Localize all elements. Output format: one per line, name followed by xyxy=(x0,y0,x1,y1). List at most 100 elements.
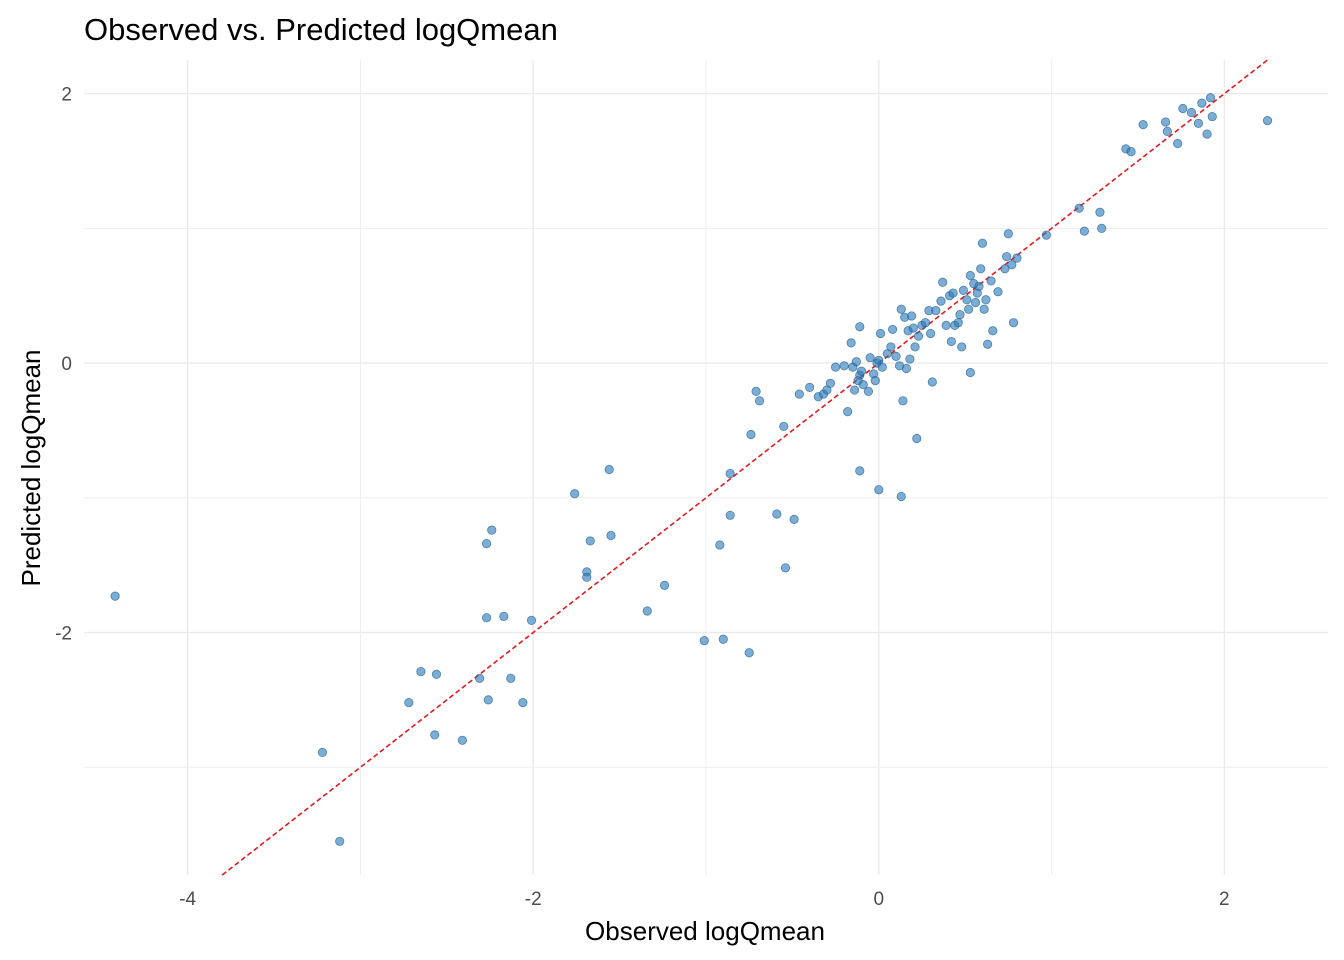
data-point xyxy=(526,615,537,625)
data-point xyxy=(926,328,936,339)
data-point xyxy=(430,730,440,740)
data-point xyxy=(825,378,836,388)
data-point xyxy=(849,385,860,395)
data-point xyxy=(744,648,754,658)
data-point xyxy=(1097,223,1107,233)
data-point xyxy=(1197,98,1207,108)
data-point xyxy=(965,270,975,281)
data-point xyxy=(779,421,789,432)
data-point xyxy=(907,311,917,321)
data-point xyxy=(570,489,580,499)
data-point xyxy=(870,376,880,386)
data-point xyxy=(931,305,941,316)
data-point xyxy=(718,634,728,644)
x-tick-label: 0 xyxy=(873,889,884,910)
data-point xyxy=(317,747,328,758)
data-point xyxy=(970,297,981,308)
data-point xyxy=(896,491,906,502)
identity-reference-line xyxy=(221,59,1269,876)
data-point xyxy=(948,288,958,298)
data-point xyxy=(1008,318,1019,328)
data-point xyxy=(404,697,414,708)
data-point xyxy=(965,367,975,378)
data-point xyxy=(1002,252,1012,262)
data-point xyxy=(886,342,896,352)
data-point xyxy=(981,295,991,305)
points-group xyxy=(110,93,1273,846)
data-point xyxy=(699,636,709,646)
data-point xyxy=(988,326,998,336)
data-point xyxy=(1003,229,1013,239)
data-point xyxy=(938,277,948,287)
data-point xyxy=(875,328,886,339)
data-point xyxy=(901,363,912,374)
x-tick-labels: -4 -2 0 2 xyxy=(179,889,1229,910)
data-point xyxy=(858,380,868,390)
reference-line-group xyxy=(221,59,1269,876)
data-point xyxy=(772,509,782,519)
data-point xyxy=(1007,260,1017,270)
data-point xyxy=(483,695,493,705)
data-point xyxy=(958,285,969,295)
data-point xyxy=(977,238,988,248)
data-point xyxy=(751,386,761,396)
data-point xyxy=(1205,93,1216,103)
data-point xyxy=(1160,117,1171,127)
data-point xyxy=(754,396,765,406)
data-point xyxy=(962,295,972,305)
data-point xyxy=(843,406,853,417)
data-point xyxy=(974,281,984,291)
data-point xyxy=(1162,126,1172,136)
data-point xyxy=(839,361,849,371)
data-point xyxy=(846,338,856,348)
data-point xyxy=(910,342,920,352)
y-axis-title: Predicted logQmean xyxy=(16,349,46,586)
data-point xyxy=(936,296,946,306)
data-point xyxy=(865,353,875,363)
data-point xyxy=(856,366,867,376)
data-point xyxy=(416,666,426,677)
x-axis-title: Observed logQmean xyxy=(585,916,825,946)
data-point xyxy=(955,310,965,320)
data-point xyxy=(953,318,963,328)
data-point xyxy=(898,396,908,406)
data-point xyxy=(913,331,924,341)
data-point xyxy=(335,836,345,846)
data-point xyxy=(1074,203,1084,213)
x-tick-label: -2 xyxy=(525,889,542,910)
data-point xyxy=(1173,138,1183,149)
data-point xyxy=(585,536,595,546)
data-point xyxy=(1041,230,1051,240)
data-point xyxy=(896,304,906,314)
data-point xyxy=(905,354,915,364)
data-point xyxy=(715,540,725,550)
data-point xyxy=(431,669,442,679)
data-point xyxy=(964,304,974,314)
data-point xyxy=(499,611,509,621)
y-tick-labels: -2 0 2 xyxy=(55,85,72,645)
data-point xyxy=(1202,129,1212,139)
data-point xyxy=(1079,226,1089,236)
data-point xyxy=(946,336,956,347)
data-point xyxy=(908,323,918,333)
data-point xyxy=(481,539,492,549)
data-point xyxy=(851,357,861,367)
data-point xyxy=(941,320,951,330)
data-point xyxy=(983,339,993,349)
data-point xyxy=(725,510,735,520)
data-point xyxy=(830,362,841,372)
chart-title: Observed vs. Predicted logQmean xyxy=(84,12,558,47)
data-point xyxy=(457,735,467,745)
data-point xyxy=(780,563,791,573)
data-point xyxy=(1000,264,1010,274)
data-point xyxy=(725,468,735,479)
data-point xyxy=(957,342,967,352)
data-point xyxy=(1095,207,1105,217)
data-point xyxy=(481,613,492,623)
data-point xyxy=(874,485,884,495)
x-tick-label: 2 xyxy=(1219,889,1230,910)
data-point xyxy=(794,389,804,399)
data-point xyxy=(604,464,614,475)
data-point xyxy=(891,351,901,361)
